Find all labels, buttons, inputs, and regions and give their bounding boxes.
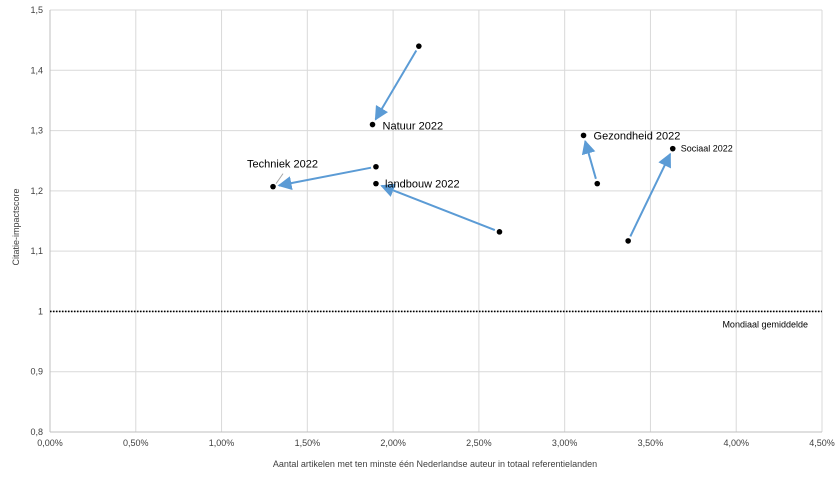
x-axis-title: Aantal artikelen met ten minste één Nede… xyxy=(273,459,597,469)
x-tick-label: 1,50% xyxy=(295,438,321,448)
data-points xyxy=(270,43,676,244)
point-label: landbouw 2022 xyxy=(385,179,460,191)
reference-line-label: Mondiaal gemiddelde xyxy=(722,319,808,329)
x-tick-label: 3,50% xyxy=(638,438,664,448)
arrows xyxy=(277,49,672,237)
data-point-start xyxy=(416,43,422,49)
y-tick-label: 1 xyxy=(38,306,43,316)
point-label: Techniek 2022 xyxy=(247,159,318,171)
y-tick-label: 1,5 xyxy=(30,5,43,15)
movement-arrow xyxy=(277,166,372,190)
x-tick-label: 1,00% xyxy=(209,438,235,448)
x-tick-label: 2,50% xyxy=(466,438,492,448)
movement-arrow xyxy=(629,152,672,237)
x-tick-label: 3,00% xyxy=(552,438,578,448)
x-tick-label: 0,00% xyxy=(37,438,63,448)
movement-arrow xyxy=(581,139,597,180)
movement-arrow xyxy=(380,183,496,231)
movement-arrow xyxy=(374,49,418,121)
axes: 0,00% 0,50% 1,00% 1,50% 2,00% 2,50% 3,00% 3,50%… xyxy=(30,5,834,448)
data-point-end xyxy=(373,180,379,187)
y-tick-label: 0,9 xyxy=(30,367,43,377)
data-point-start xyxy=(625,238,631,244)
data-point-end xyxy=(270,183,276,190)
y-tick-label: 1,3 xyxy=(30,126,43,136)
data-point-start xyxy=(594,180,601,187)
point-label: Gezondheid 2022 xyxy=(594,130,681,142)
data-point-end xyxy=(580,132,587,139)
data-point-start xyxy=(496,229,503,235)
y-axis-title: Citatie-impactscore xyxy=(11,188,21,265)
y-tick-label: 0,8 xyxy=(30,427,43,437)
y-tick-label: 1,1 xyxy=(30,246,43,256)
point-label: Sociaal 2022 xyxy=(681,144,733,154)
x-tick-label: 2,00% xyxy=(380,438,406,448)
gridlines xyxy=(49,9,823,433)
point-label: Natuur 2022 xyxy=(383,121,444,133)
y-tick-label: 1,2 xyxy=(30,186,43,196)
y-tick-label: 1,4 xyxy=(30,65,43,75)
data-point-start xyxy=(373,163,379,170)
point-labels: Natuur 2022 Techniek 2022 landbouw 2022 Gez… xyxy=(247,121,733,191)
x-tick-label: 4,00% xyxy=(723,438,749,448)
reference-line-group: Mondiaal gemiddelde xyxy=(50,310,822,329)
x-tick-label: 0,50% xyxy=(123,438,149,448)
data-point-end xyxy=(669,145,676,152)
label-leader-line xyxy=(275,173,284,184)
x-tick-label: 4,50% xyxy=(809,438,835,448)
data-point-end xyxy=(369,121,376,128)
